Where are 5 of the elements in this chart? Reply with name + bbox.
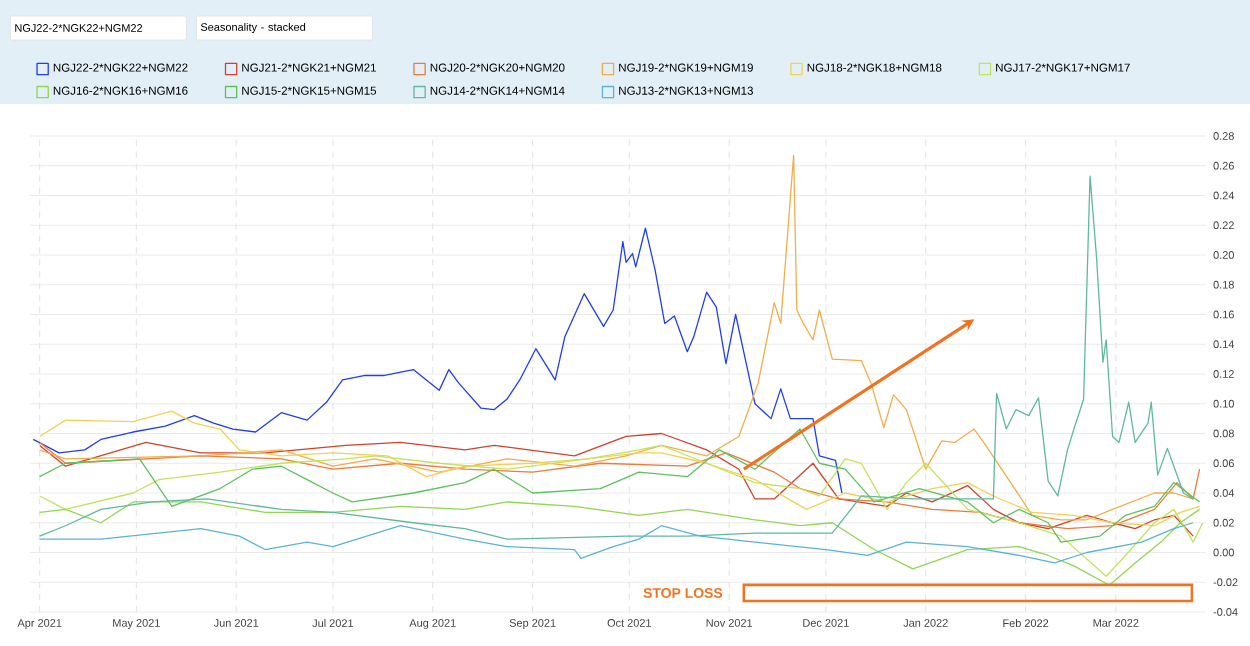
line-series xyxy=(39,522,1194,564)
line-series xyxy=(39,444,1204,577)
line-series xyxy=(39,410,1201,527)
line-series xyxy=(39,501,1201,586)
line-series xyxy=(32,227,843,494)
